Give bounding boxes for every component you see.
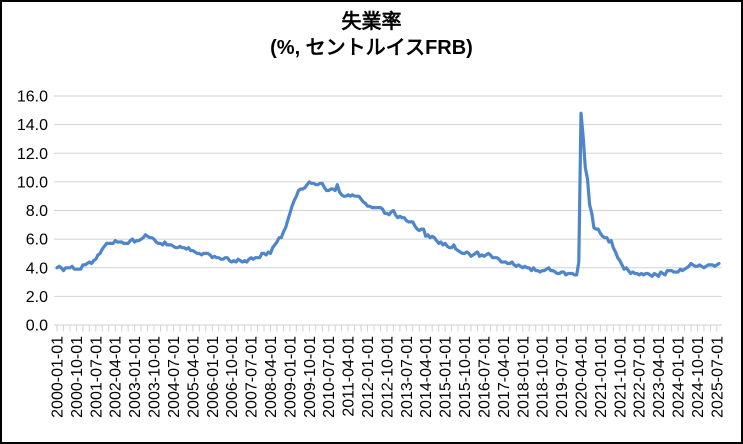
svg-text:2021-10-01: 2021-10-01: [612, 336, 629, 418]
svg-text:2006-01-01: 2006-01-01: [205, 336, 222, 418]
svg-text:2003-10-01: 2003-10-01: [147, 336, 164, 418]
svg-text:2000-01-01: 2000-01-01: [50, 336, 67, 418]
chart-title: 失業率 (%, セントルイスFRB): [2, 2, 741, 61]
svg-text:4.0: 4.0: [26, 260, 48, 277]
svg-text:2003-01-01: 2003-01-01: [127, 336, 144, 418]
svg-text:2000-10-01: 2000-10-01: [69, 336, 86, 418]
svg-text:2009-01-01: 2009-01-01: [282, 336, 299, 418]
svg-text:2019-07-01: 2019-07-01: [554, 336, 571, 418]
svg-text:2004-07-01: 2004-07-01: [166, 336, 183, 418]
svg-text:14.0: 14.0: [17, 117, 48, 134]
svg-text:2010-07-01: 2010-07-01: [321, 336, 338, 418]
svg-text:2.0: 2.0: [26, 289, 48, 306]
svg-text:8.0: 8.0: [26, 203, 48, 220]
y-axis-tick-labels: 0.0 2.0 4.0 6.0 8.0 10.0 12.0 14.0 16.0: [17, 89, 48, 335]
svg-text:0.0: 0.0: [26, 318, 48, 335]
svg-text:2006-10-01: 2006-10-01: [224, 336, 241, 418]
series-line-unemployment: [55, 111, 721, 278]
svg-text:2023-04-01: 2023-04-01: [651, 336, 668, 418]
svg-text:2012-01-01: 2012-01-01: [360, 336, 377, 418]
svg-text:2002-04-01: 2002-04-01: [108, 336, 125, 418]
x-axis-tick-marks: [56, 325, 718, 332]
svg-text:2017-04-01: 2017-04-01: [496, 336, 513, 418]
svg-text:6.0: 6.0: [26, 232, 48, 249]
chart-title-line2: (%, セントルイスFRB): [270, 37, 473, 59]
svg-text:2001-07-01: 2001-07-01: [88, 336, 105, 418]
svg-text:2012-10-01: 2012-10-01: [379, 336, 396, 418]
svg-text:2022-07-01: 2022-07-01: [632, 336, 649, 418]
svg-text:2024-10-01: 2024-10-01: [690, 336, 707, 418]
svg-text:2014-04-01: 2014-04-01: [418, 336, 435, 418]
svg-text:2013-07-01: 2013-07-01: [399, 336, 416, 418]
svg-text:2015-01-01: 2015-01-01: [438, 336, 455, 418]
svg-text:2018-01-01: 2018-01-01: [515, 336, 532, 418]
y-gridlines: [54, 95, 722, 326]
svg-text:2011-04-01: 2011-04-01: [341, 336, 358, 417]
svg-text:2009-10-01: 2009-10-01: [302, 336, 319, 418]
svg-text:2016-07-01: 2016-07-01: [477, 336, 494, 418]
svg-text:2020-04-01: 2020-04-01: [574, 336, 591, 418]
svg-text:10.0: 10.0: [17, 174, 48, 191]
svg-text:2008-04-01: 2008-04-01: [263, 336, 280, 418]
svg-text:2007-07-01: 2007-07-01: [244, 336, 261, 418]
x-axis-tick-labels: 2000-01-01 2000-10-01 2001-07-01 2002-04-01…: [50, 336, 727, 418]
svg-text:2018-10-01: 2018-10-01: [535, 336, 552, 418]
svg-text:2015-10-01: 2015-10-01: [457, 336, 474, 418]
svg-text:2021-01-01: 2021-01-01: [593, 336, 610, 418]
svg-text:2005-04-01: 2005-04-01: [185, 336, 202, 418]
chart-title-line1: 失業率: [341, 11, 402, 33]
svg-text:2025-07-01: 2025-07-01: [709, 336, 726, 418]
svg-text:16.0: 16.0: [17, 89, 48, 106]
svg-text:12.0: 12.0: [17, 146, 48, 163]
svg-text:2024-01-01: 2024-01-01: [671, 336, 688, 418]
